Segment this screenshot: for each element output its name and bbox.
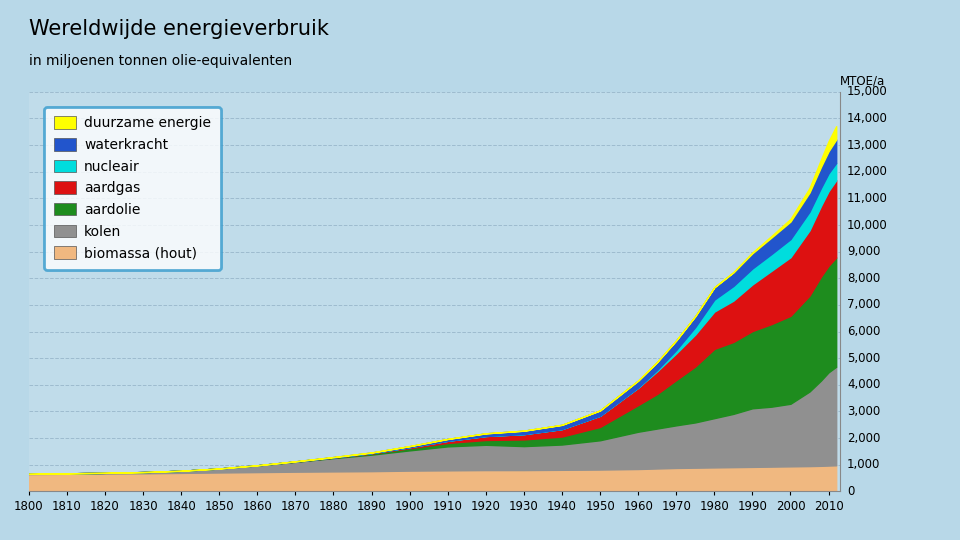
Text: 6,000: 6,000 xyxy=(847,325,880,338)
Text: 8,000: 8,000 xyxy=(847,272,880,285)
Text: 7,000: 7,000 xyxy=(847,299,880,312)
Text: 1,000: 1,000 xyxy=(847,458,880,471)
Text: in miljoenen tonnen olie-equivalenten: in miljoenen tonnen olie-equivalenten xyxy=(29,54,292,68)
Text: 15,000: 15,000 xyxy=(847,85,888,98)
Text: Wereldwijde energieverbruik: Wereldwijde energieverbruik xyxy=(29,19,328,39)
Text: 9,000: 9,000 xyxy=(847,245,880,258)
Text: 3,000: 3,000 xyxy=(847,405,880,418)
Text: 5,000: 5,000 xyxy=(847,352,880,365)
Legend: duurzame energie, waterkracht, nucleair, aardgas, aardolie, kolen, biomassa (hou: duurzame energie, waterkracht, nucleair,… xyxy=(44,107,221,270)
Text: 0: 0 xyxy=(847,485,854,498)
Text: 10,000: 10,000 xyxy=(847,219,888,232)
Text: 14,000: 14,000 xyxy=(847,112,888,125)
Text: 2,000: 2,000 xyxy=(847,431,880,444)
Text: 11,000: 11,000 xyxy=(847,192,888,205)
Text: 12,000: 12,000 xyxy=(847,165,888,178)
Text: 4,000: 4,000 xyxy=(847,379,880,392)
Text: 13,000: 13,000 xyxy=(847,139,888,152)
Text: MTOE/a: MTOE/a xyxy=(840,75,885,88)
